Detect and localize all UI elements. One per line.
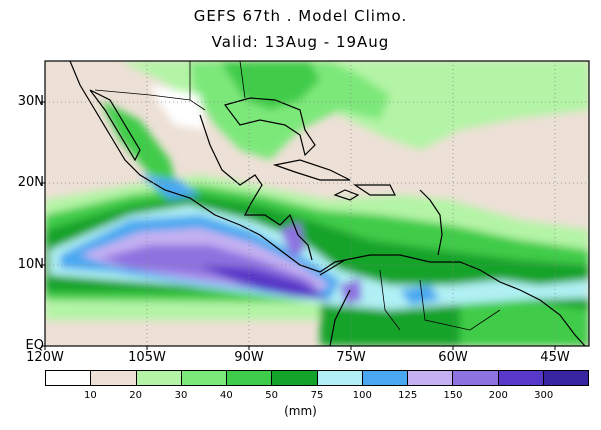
colorbar-swatch (543, 371, 588, 385)
colorbar-swatch (46, 371, 92, 385)
lat-label-eq: EQ (25, 338, 44, 353)
colorbar-tick-label: 300 (534, 390, 554, 401)
colorbar-tick-label: 40 (219, 390, 233, 401)
borders (94, 61, 501, 331)
lat-label-20n: 20N (17, 175, 44, 190)
colorbar-tick-label: 150 (443, 390, 463, 401)
colorbar-swatch (136, 371, 182, 385)
lat-label-30n: 30N (17, 94, 44, 109)
precip-field (45, 61, 589, 346)
lon-label-105w: 105W (128, 350, 166, 365)
colorbar-swatch (91, 371, 137, 385)
coastlines (69, 61, 586, 346)
colorbar-swatch (453, 371, 499, 385)
map-frame (44, 60, 590, 347)
colorbar-tick-label: 100 (352, 390, 372, 401)
colorbar-tick-label: 10 (83, 390, 97, 401)
lon-label-120w: 120W (26, 350, 64, 365)
colorbar-tick-label: 20 (129, 390, 143, 401)
map-title: GEFS 67th . Model Climo. (193, 7, 408, 25)
colorbar-swatch (317, 371, 363, 385)
colorbar-swatch (227, 371, 273, 385)
colorbar-swatch (408, 371, 454, 385)
graticule (45, 61, 589, 346)
colorbar-tick-label: 50 (265, 390, 279, 401)
lat-label-10n: 10N (17, 257, 44, 272)
colorbar-tick-label: 30 (174, 390, 188, 401)
colorbar-swatch (181, 371, 227, 385)
colorbar-swatch (272, 371, 318, 385)
colorbar (45, 370, 589, 386)
lon-label-75w: 75W (336, 350, 366, 365)
colorbar-units: (mm) (284, 404, 317, 418)
colorbar-tick-label: 125 (398, 390, 418, 401)
colorbar-tick-label: 200 (488, 390, 508, 401)
lon-label-90w: 90W (234, 350, 264, 365)
lon-label-60w: 60W (438, 350, 468, 365)
colorbar-swatch (362, 371, 408, 385)
axis-ticks (41, 101, 556, 350)
lon-label-45w: 45W (540, 350, 570, 365)
colorbar-swatch (498, 371, 544, 385)
colorbar-tick-label: 75 (310, 390, 324, 401)
valid-date-range: Valid: 13Aug - 19Aug (211, 33, 390, 51)
